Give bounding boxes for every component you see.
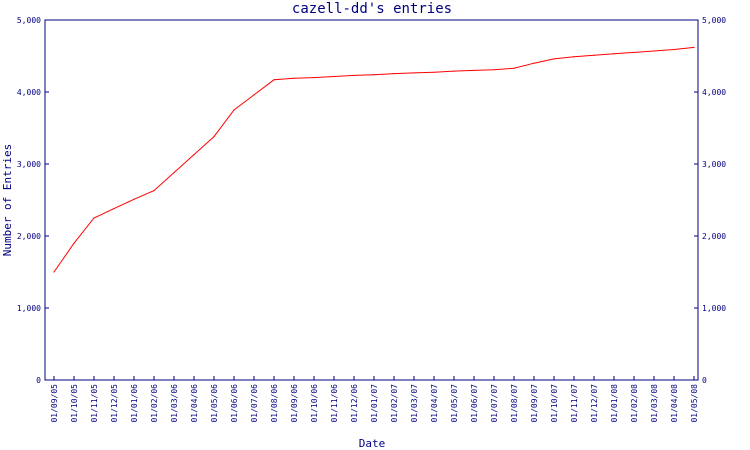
y-tick-label-right: 1,000 [702, 304, 726, 313]
data-point [193, 154, 195, 156]
data-point [693, 46, 695, 48]
y-axis-right: 0 1,000 2,000 3,000 4,000 5,000 [694, 16, 726, 385]
x-tick-label: 01/07/07 [490, 384, 499, 423]
x-tick-label: 01/03/07 [410, 384, 419, 423]
x-tick-label: 01/03/08 [650, 384, 659, 423]
chart-title: cazell-dd's entries [292, 1, 452, 17]
y-tick-label-right: 5,000 [702, 16, 726, 25]
x-tick-label: 01/06/06 [230, 384, 239, 423]
x-tick-label: 01/09/05 [50, 384, 59, 423]
x-tick-label: 01/02/06 [150, 384, 159, 423]
series-line [53, 46, 695, 273]
data-point [473, 69, 475, 71]
data-point [513, 67, 515, 69]
data-point [413, 72, 415, 74]
x-tick-label: 01/09/06 [290, 384, 299, 423]
x-tick-label: 01/11/07 [570, 384, 579, 423]
data-point [53, 271, 55, 273]
y-tick-label-right: 0 [702, 376, 707, 385]
x-tick-label: 01/10/06 [310, 384, 319, 423]
y-tick-label-left: 0 [36, 376, 41, 385]
data-point [433, 71, 435, 73]
x-tick-label: 01/02/08 [630, 384, 639, 423]
data-point [293, 77, 295, 79]
y-tick-label-left: 4,000 [17, 88, 41, 97]
data-point [253, 94, 255, 96]
data-point [493, 69, 495, 71]
x-tick-label: 01/04/08 [670, 384, 679, 423]
data-point [593, 54, 595, 56]
x-tick-label: 01/01/06 [130, 384, 139, 423]
data-point [393, 73, 395, 75]
y-tick-label-right: 2,000 [702, 232, 726, 241]
data-point [453, 70, 455, 72]
x-tick-label: 01/01/07 [370, 384, 379, 423]
x-tick-label: 01/11/05 [90, 384, 99, 423]
data-point [573, 56, 575, 58]
x-tick-label: 01/01/08 [610, 384, 619, 423]
x-tick-label: 01/04/07 [430, 384, 439, 423]
x-axis: 01/09/05 01/10/05 01/11/05 01/12/05 01/01/06… [50, 376, 699, 423]
x-tick-label: 01/08/06 [270, 384, 279, 423]
x-tick-label: 01/05/08 [690, 384, 699, 423]
x-tick-label: 01/12/05 [110, 384, 119, 423]
x-tick-label: 01/10/05 [70, 384, 79, 423]
x-tick-label: 01/08/07 [510, 384, 519, 423]
y-tick-label-left: 3,000 [17, 160, 41, 169]
x-tick-label: 01/04/06 [190, 384, 199, 423]
y-tick-label-left: 5,000 [17, 16, 41, 25]
data-point [673, 48, 675, 51]
data-point [213, 136, 215, 138]
x-tick-label: 01/09/07 [530, 384, 539, 423]
x-tick-label: 01/05/06 [210, 384, 219, 423]
y-axis-title: Number of Entries [1, 144, 14, 257]
y-axis-left: 0 1,000 2,000 3,000 4,000 5,000 [17, 16, 49, 385]
y-tick-label-left: 2,000 [17, 232, 41, 241]
data-point [353, 74, 355, 77]
x-tick-label: 01/05/07 [450, 384, 459, 423]
data-point [613, 53, 615, 55]
x-tick-label: 01/07/06 [250, 384, 259, 423]
x-tick-label: 01/10/07 [550, 384, 559, 423]
x-axis-title: Date [359, 437, 386, 450]
data-point [273, 79, 275, 81]
y-tick-label-right: 4,000 [702, 88, 726, 97]
data-point [153, 190, 155, 192]
data-point [553, 58, 555, 60]
x-tick-label: 01/11/06 [330, 384, 339, 423]
x-tick-label: 01/06/07 [470, 384, 479, 423]
data-point [313, 77, 315, 79]
data-point [113, 208, 115, 210]
data-point [533, 62, 535, 64]
x-tick-label: 01/12/06 [350, 384, 359, 423]
data-point [73, 242, 75, 244]
data-point [133, 198, 135, 200]
data-point [233, 109, 235, 111]
data-point [653, 50, 655, 52]
x-tick-label: 01/03/06 [170, 384, 179, 423]
data-point [333, 75, 335, 78]
data-point [373, 74, 375, 76]
series-points [53, 46, 695, 273]
data-point [633, 51, 635, 54]
x-tick-label: 01/12/07 [590, 384, 599, 423]
plot-area [44, 19, 699, 381]
y-tick-label-left: 1,000 [17, 304, 41, 313]
data-point [93, 217, 95, 219]
y-tick-label-right: 3,000 [702, 160, 726, 169]
data-point [173, 172, 175, 174]
x-tick-label: 01/02/07 [390, 384, 399, 423]
